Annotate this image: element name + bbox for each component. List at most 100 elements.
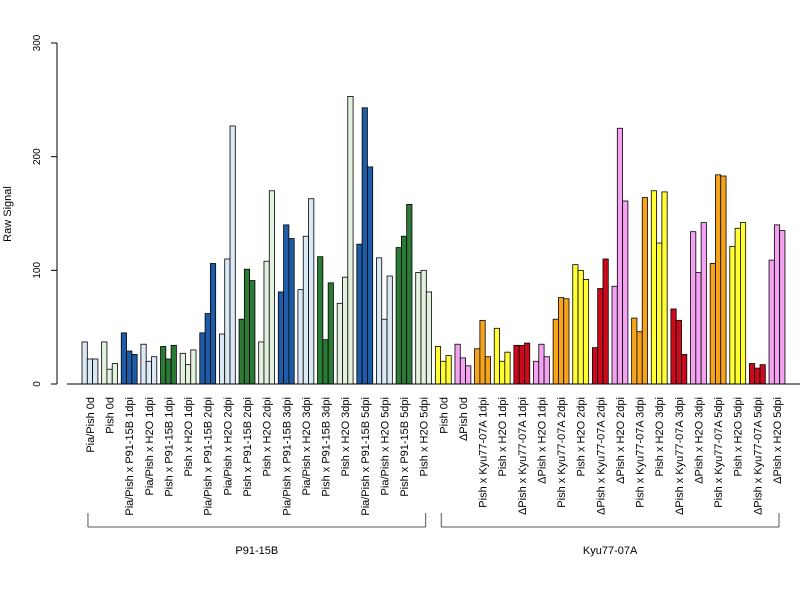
y-axis: 0 100 200 300: [32, 34, 58, 387]
bar: [185, 364, 192, 385]
bar: [317, 256, 324, 385]
bar: [219, 333, 226, 385]
bar: [709, 263, 716, 385]
bar: [681, 354, 688, 385]
group-label: Kyu77-07A: [583, 545, 638, 557]
y-tick-label: 0: [32, 381, 43, 387]
bar: [715, 174, 722, 385]
bar: [670, 308, 677, 385]
bar: [440, 360, 447, 385]
bar: [465, 365, 472, 385]
bar: [179, 352, 186, 385]
bar: [616, 127, 624, 385]
category-label: ΔPish x H2O 2dpi: [615, 397, 627, 484]
category-labels: Pia/Pish 0d Pish 0d Pia/Pish x P91-15B 1dp…: [85, 397, 784, 516]
category-label: ΔPish x Kyu77-07A 5dpi: [752, 397, 764, 515]
bar: [415, 272, 422, 385]
bar: [277, 291, 284, 385]
bar: [420, 269, 427, 385]
bar: [656, 242, 663, 385]
bar: [675, 319, 682, 385]
bar: [199, 332, 206, 385]
bar: [572, 264, 579, 385]
category-label: ΔPish x H2O 1dpi: [536, 397, 548, 484]
bar: [249, 280, 256, 385]
bar: [361, 107, 368, 385]
bar: [768, 259, 775, 385]
bar: [425, 291, 433, 385]
bar: [493, 327, 500, 385]
bar: [611, 285, 618, 385]
category-label: Pish x H2O 1dpi: [497, 397, 509, 476]
bar: [518, 344, 525, 385]
bar: [749, 363, 756, 385]
category-label: Pish x Kyu77-07A 2dpi: [556, 397, 568, 508]
bar: [661, 191, 668, 385]
bar: [381, 318, 388, 385]
bar: [106, 368, 113, 385]
bars-layer: [81, 96, 786, 385]
bar: [145, 360, 152, 385]
category-label: Pia/Pish x P91-15B 5dpi: [360, 397, 372, 516]
bar: [690, 231, 697, 385]
category-label: Pia/Pish x P91-15B 2dpi: [203, 397, 215, 516]
bar: [602, 258, 609, 385]
bar: [165, 358, 172, 385]
category-label: Pish x H2O 3dpi: [654, 397, 666, 476]
group-brackets: P91-15B Kyu77-07A: [87, 513, 780, 557]
bar: [533, 360, 540, 385]
bar: [86, 358, 94, 385]
bar: [258, 341, 265, 385]
category-label: Pish x H2O 5dpi: [733, 397, 745, 476]
bar: [543, 356, 550, 385]
bar: [513, 344, 520, 385]
bar: [597, 288, 604, 385]
bar: [700, 222, 707, 385]
bar: [591, 347, 599, 385]
bar: [386, 275, 393, 385]
bar: [499, 360, 506, 385]
bar: [204, 313, 211, 385]
bar: [356, 243, 363, 385]
category-label: Pish x P91-15B 1dpi: [163, 397, 175, 497]
bar: [759, 364, 766, 385]
bar: [524, 342, 531, 385]
bar: [209, 263, 217, 385]
bar: [641, 197, 648, 385]
bar: [577, 269, 584, 385]
bar: [773, 224, 781, 385]
bar: [636, 331, 643, 385]
bar: [111, 363, 118, 385]
bar: [263, 260, 270, 385]
category-label: Pia/Pish x H2O 2dpi: [222, 397, 234, 495]
bar: [729, 246, 736, 385]
bar: [504, 351, 511, 385]
y-tick-label: 300: [32, 34, 43, 51]
category-label: Pish x H2O 2dpi: [576, 397, 588, 476]
category-label: ΔPish x Kyu77-07A 2dpi: [595, 397, 607, 515]
y-tick-label: 100: [32, 262, 43, 279]
bar: [302, 235, 309, 385]
bar: [151, 356, 158, 385]
y-tick-label: 200: [32, 148, 43, 165]
bar: [238, 318, 245, 385]
bar: [720, 175, 727, 385]
bar: [336, 302, 343, 385]
bar: [558, 297, 565, 385]
bar: [140, 343, 147, 385]
bar: [322, 339, 329, 385]
category-label: ΔPish x H2O 3dpi: [693, 397, 705, 484]
category-label: ΔPish x Kyu77-07A 1dpi: [517, 397, 529, 515]
category-label: Pish 0d: [438, 397, 450, 434]
category-label: Pish x Kyu77-07A 3dpi: [635, 397, 647, 508]
bar: [268, 190, 275, 385]
bar: [484, 356, 491, 385]
bar: [474, 348, 481, 385]
bar: [120, 332, 127, 385]
bar: [779, 230, 786, 385]
group-label: P91-15B: [235, 545, 278, 557]
category-label: Pia/Pish x H2O 5dpi: [379, 397, 391, 495]
category-label: Pia/Pish x H2O 1dpi: [144, 397, 156, 495]
bar: [243, 268, 251, 385]
category-label: ΔPish x H2O 5dpi: [772, 397, 784, 484]
